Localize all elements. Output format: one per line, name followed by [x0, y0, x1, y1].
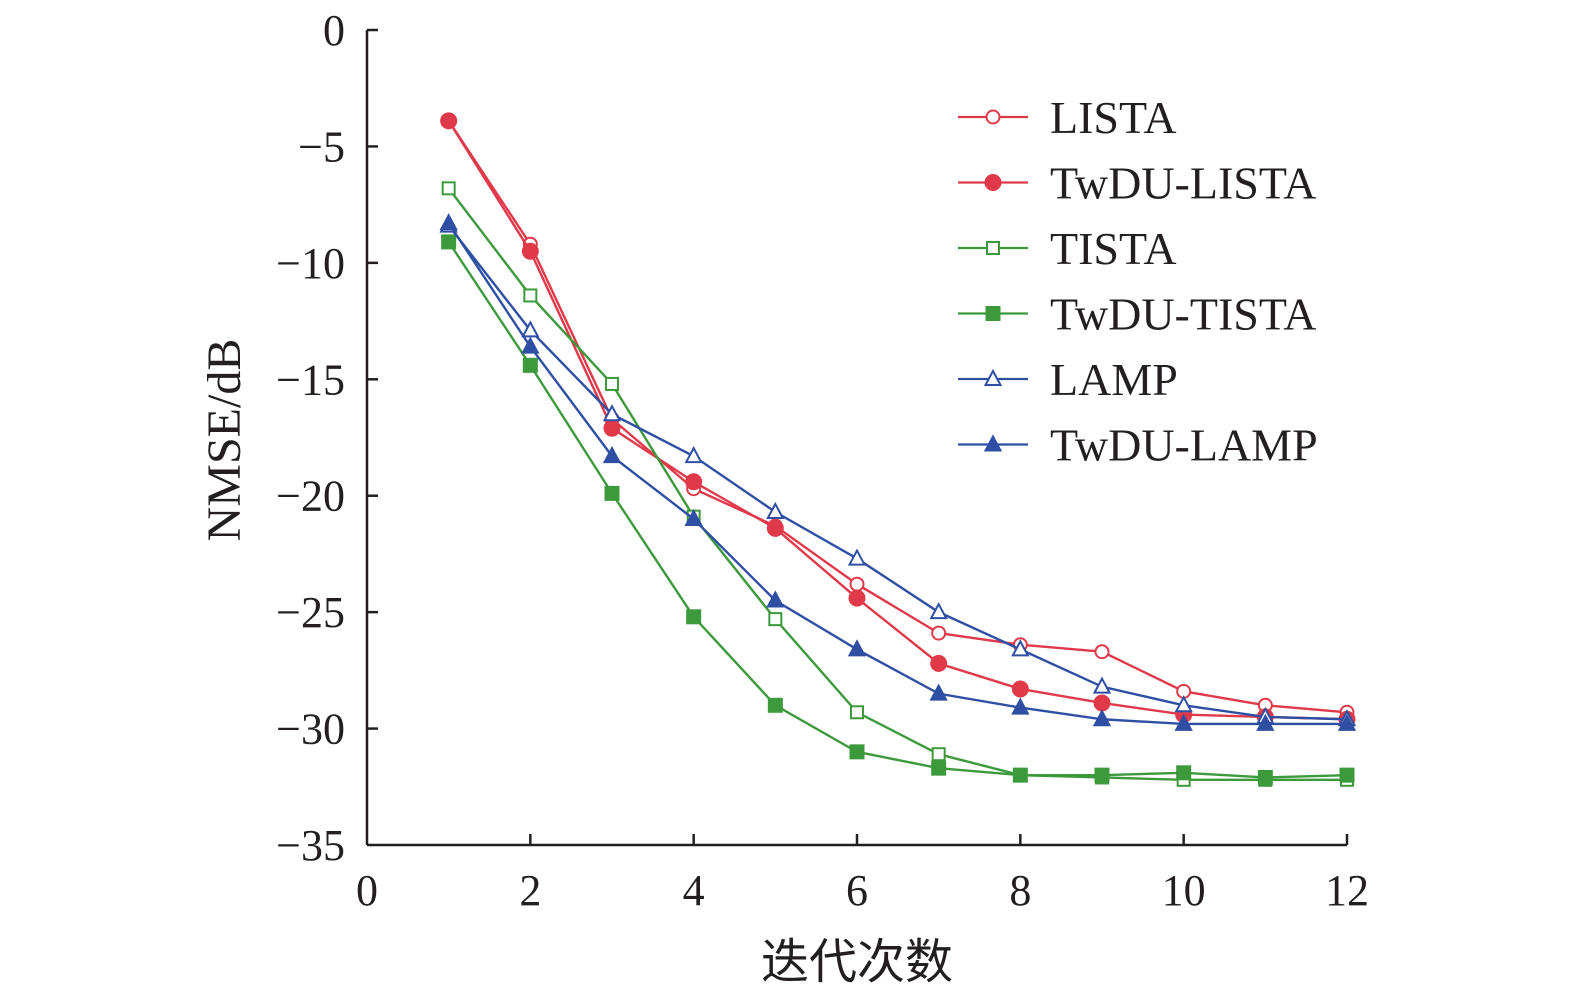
data-point-twdu-tista — [767, 697, 783, 713]
data-point-tista — [931, 747, 946, 762]
data-point-lamp — [1011, 639, 1030, 657]
data-point-lamp — [847, 548, 867, 566]
data-point-lamp — [1174, 695, 1193, 713]
legend-item-lista: LISTA — [958, 92, 1177, 143]
data-point-twdu-lamp — [847, 639, 867, 657]
legend-label: TwDU-TISTA — [1050, 289, 1317, 340]
data-point-twdu-lista — [440, 112, 458, 130]
legend-marker — [986, 241, 1000, 255]
legend-marker — [984, 174, 1002, 191]
data-point-tista — [605, 376, 619, 391]
y-tick-label: −30 — [276, 705, 345, 754]
data-point-twdu-lamp — [1011, 697, 1030, 715]
series-tista — [441, 181, 1354, 787]
y-tick-label: −20 — [276, 472, 345, 521]
data-point-twdu-tista — [1012, 767, 1028, 783]
ticks: 0 2 4 6 8 10 12 0 −5 −10 −15 −20 −25 −30 −35 — [276, 6, 1369, 915]
data-point-twdu-tista — [604, 485, 620, 501]
data-point-twdu-lamp — [1174, 713, 1193, 731]
data-point-twdu-lamp — [1337, 713, 1357, 731]
legend-item-lamp: LAMP — [958, 354, 1178, 405]
data-point-twdu-tista — [522, 357, 538, 373]
data-point-twdu-tista — [1257, 769, 1273, 785]
data-point-twdu-tista — [1094, 767, 1110, 783]
series-twdu-lamp — [439, 213, 1357, 731]
data-point-twdu-lista — [603, 419, 621, 437]
series-layer — [439, 112, 1357, 787]
legend-marker — [983, 368, 1003, 386]
y-tick-label: −35 — [276, 821, 345, 870]
series-line-tista — [447, 187, 1347, 781]
data-point-twdu-lamp — [439, 213, 458, 231]
data-point-twdu-tista — [1339, 767, 1355, 783]
series-line-twdu-tista — [447, 241, 1348, 779]
data-point-twdu-lamp — [521, 336, 540, 354]
legend-marker — [985, 109, 1001, 125]
data-point-twdu-tista — [441, 234, 457, 250]
series-twdu-tista — [441, 234, 1355, 785]
data-point-twdu-lamp — [1256, 713, 1275, 731]
data-point-twdu-lista — [930, 654, 948, 672]
y-tick-label: 0 — [323, 6, 345, 55]
legend-label: TwDU-LISTA — [1050, 158, 1317, 209]
legend-item-tista: TISTA — [958, 223, 1177, 274]
x-tick-label: 8 — [1009, 866, 1031, 915]
legend-label: LISTA — [1050, 92, 1177, 143]
data-point-tista — [768, 612, 783, 627]
data-point-tista — [441, 181, 456, 196]
data-point-twdu-lista — [848, 589, 866, 607]
data-point-twdu-tista — [1176, 765, 1192, 781]
legend: LISTA TwDU-LISTA TISTA TwDU-TISTA LAMP TwDU-L… — [958, 92, 1318, 471]
y-axis-label: NMSE/dB — [198, 339, 251, 542]
x-tick-label: 6 — [846, 866, 868, 915]
x-tick-label: 4 — [683, 866, 705, 915]
x-axis-label: 迭代次数 — [761, 936, 953, 989]
data-point-lista — [931, 625, 947, 641]
legend-item-twdu-lista: TwDU-LISTA — [958, 158, 1317, 209]
series-line-lamp — [447, 224, 1348, 721]
legend-label: LAMP — [1050, 354, 1178, 405]
data-point-twdu-lamp — [602, 446, 622, 464]
data-point-lamp — [602, 404, 622, 422]
y-tick-label: −5 — [298, 122, 345, 171]
series-line-lista — [447, 120, 1348, 714]
data-point-twdu-lista — [1011, 680, 1029, 698]
data-point-lista — [1094, 644, 1110, 660]
x-tick-label: 10 — [1162, 866, 1206, 915]
data-point-lamp — [521, 320, 540, 338]
data-point-lamp — [684, 446, 703, 464]
legend-marker — [983, 434, 1003, 452]
x-tick-label: 2 — [519, 866, 541, 915]
y-tick-label: −25 — [276, 588, 345, 637]
data-point-twdu-lamp — [684, 508, 703, 526]
data-point-twdu-lista — [1093, 694, 1111, 712]
data-point-tista — [850, 705, 864, 720]
data-point-lamp — [766, 501, 785, 520]
series-line-twdu-lamp — [447, 222, 1347, 726]
data-point-lamp — [929, 602, 948, 620]
legend-item-twdu-lamp: TwDU-LAMP — [958, 420, 1318, 471]
data-point-lista — [849, 576, 865, 592]
data-point-twdu-lista — [521, 242, 539, 260]
data-point-twdu-lamp — [1092, 709, 1112, 727]
data-point-twdu-tista — [686, 609, 702, 625]
data-point-twdu-tista — [849, 744, 865, 760]
data-point-twdu-lamp — [766, 590, 785, 608]
data-point-twdu-lista — [766, 519, 784, 537]
legend-item-twdu-tista: TwDU-TISTA — [958, 289, 1317, 340]
legend-label: TISTA — [1050, 223, 1177, 274]
data-point-tista — [523, 288, 538, 303]
y-tick-label: −15 — [276, 355, 345, 404]
legend-marker — [985, 306, 1001, 321]
y-tick-label: −10 — [276, 239, 345, 288]
data-point-twdu-tista — [931, 760, 947, 776]
legend-label: TwDU-LAMP — [1050, 420, 1318, 471]
x-tick-label: 12 — [1325, 866, 1369, 915]
data-point-twdu-lista — [685, 473, 703, 491]
data-point-lamp — [1092, 676, 1112, 694]
data-point-twdu-lamp — [929, 683, 948, 701]
x-tick-label: 0 — [356, 866, 378, 915]
